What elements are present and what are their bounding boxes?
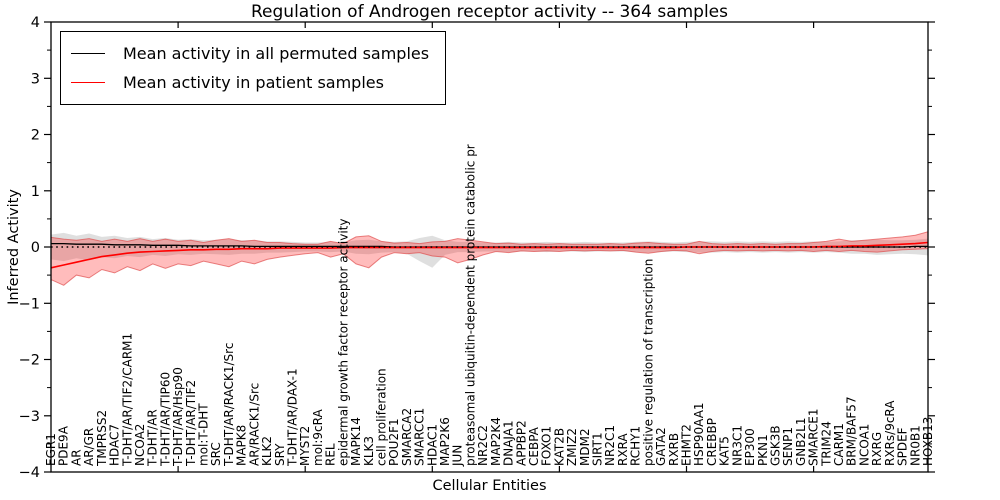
x-category-label: cell proliferation: [375, 368, 389, 466]
x-category-label: EP300: [743, 428, 757, 466]
x-category-label: MDM2: [578, 428, 592, 466]
x-category-label: MAPK8: [235, 425, 249, 466]
y-tick-label: −3: [19, 409, 40, 425]
x-category-label: NR2C1: [603, 425, 617, 466]
x-category-label: MAP2K6: [438, 417, 452, 466]
x-category-label: NR2C2: [476, 425, 490, 466]
x-category-label: TRIM24: [819, 421, 833, 467]
x-category-label: T-DHT/AR/TIF2/CARM1: [120, 333, 134, 467]
x-category-label: GSK3B: [769, 425, 783, 466]
x-category-label: epidermal growth factor receptor activit…: [336, 219, 350, 466]
x-category-label: ZMIZ2: [565, 428, 579, 466]
legend-line-swatch: [71, 82, 105, 83]
permuted-range-band: [51, 232, 928, 268]
x-category-label: PKN1: [756, 434, 770, 466]
x-category-label: SRC: [209, 442, 223, 466]
x-category-label: HDAC1: [425, 424, 439, 466]
x-category-label: MAPK14: [349, 417, 363, 466]
x-category-label: mol:T-DHT: [197, 403, 211, 466]
x-category-label: MYST2: [298, 426, 312, 466]
y-tick-label: 3: [31, 71, 40, 87]
legend-entry: Mean activity in patient samples: [71, 68, 429, 97]
x-category-label: CREBBP: [705, 418, 719, 466]
x-category-label: BRM/BAF57: [845, 396, 859, 466]
x-category-label: JUN: [451, 445, 465, 467]
x-category-label: TMPRSS2: [95, 410, 109, 467]
patient-mean-line: [50, 241, 929, 269]
x-category-label: REL: [324, 443, 338, 466]
x-category-label: SPDEF: [896, 427, 910, 466]
legend-label: Mean activity in all permuted samples: [123, 44, 430, 63]
x-category-label: RXRA: [616, 433, 630, 466]
y-tick-label: −2: [19, 353, 40, 369]
x-category-label: POU2F1: [387, 418, 401, 466]
x-category-label: NR3C1: [730, 425, 744, 466]
x-category-label: T-DHT/AR/RACK1/Src: [222, 343, 236, 467]
chart-title: Regulation of Androgen receptor activity…: [251, 2, 728, 22]
x-category-label: GATA2: [654, 427, 668, 466]
x-category-label: HDAC7: [108, 424, 122, 466]
y-tick-label: −1: [19, 296, 40, 312]
x-category-label: SMARCC1: [413, 408, 427, 466]
y-tick-label: 4: [31, 15, 40, 31]
x-category-label: FOXO1: [540, 426, 554, 466]
x-category-label: CARM1: [832, 423, 846, 466]
x-category-label: SRY: [273, 443, 287, 466]
x-category-label: positive regulation of transcription: [641, 259, 655, 466]
y-tick-label: 2: [31, 128, 40, 144]
x-category-label: KLK3: [362, 436, 376, 466]
x-category-label: T-DHT/AR/TIP60: [158, 372, 172, 467]
x-category-label: EHMT2: [680, 424, 694, 466]
x-category-label: RXRB: [667, 433, 681, 466]
y-tick-label: 1: [31, 184, 40, 200]
x-category-label: T-DHT/AR/TIF2: [184, 380, 198, 467]
legend-label: Mean activity in patient samples: [123, 73, 384, 92]
x-category-label: AR/RACK1/Src: [247, 383, 261, 466]
x-category-label: AR: [69, 449, 83, 466]
x-category-label: SMARCA2: [400, 408, 414, 466]
x-category-label: NCOA1: [857, 424, 871, 466]
x-category-label: mol:9cRA: [311, 409, 325, 466]
x-category-label: GNB2L1: [794, 418, 808, 466]
x-category-label: KLK2: [260, 436, 274, 466]
x-category-label: PDE9A: [57, 425, 71, 466]
x-category-label: DNAJA1: [502, 420, 516, 466]
legend-line-swatch: [71, 53, 105, 54]
x-category-label: MAP2K4: [489, 417, 503, 466]
x-category-label: AR/GR: [82, 428, 96, 466]
x-category-label: proteasomal ubiquitin-dependent protein …: [463, 144, 477, 466]
x-category-label: SMARCE1: [807, 408, 821, 466]
x-category-label: NCOA2: [133, 424, 147, 466]
x-category-label: T-DHT/AR/DAX-1: [286, 368, 300, 467]
x-category-label: HSP90AA1: [692, 402, 706, 466]
x-category-label: KAT5: [718, 436, 732, 466]
x-category-label: SIRT1: [591, 432, 605, 466]
x-axis-label: Cellular Entities: [432, 478, 547, 494]
x-category-label: RCHY1: [629, 426, 643, 466]
x-category-label: T-DHT/AR: [146, 409, 160, 467]
legend-entry: Mean activity in all permuted samples: [71, 39, 429, 68]
x-category-label: NR0B1: [908, 425, 922, 466]
x-category-label: APPBP2: [514, 420, 528, 466]
y-tick-label: −4: [19, 465, 40, 481]
x-category-label: KAT2B: [552, 428, 566, 466]
x-category-label: SENP1: [781, 427, 795, 466]
y-tick-label: 0: [31, 240, 40, 256]
x-category-label: RXRs/9cRA: [883, 400, 897, 466]
x-category-label: CEBPA: [527, 426, 541, 466]
legend: Mean activity in all permuted samples Mea…: [60, 31, 447, 105]
x-category-label: RXRG: [870, 432, 884, 466]
x-category-label: T-DHT/AR/Hsp90: [171, 367, 185, 467]
